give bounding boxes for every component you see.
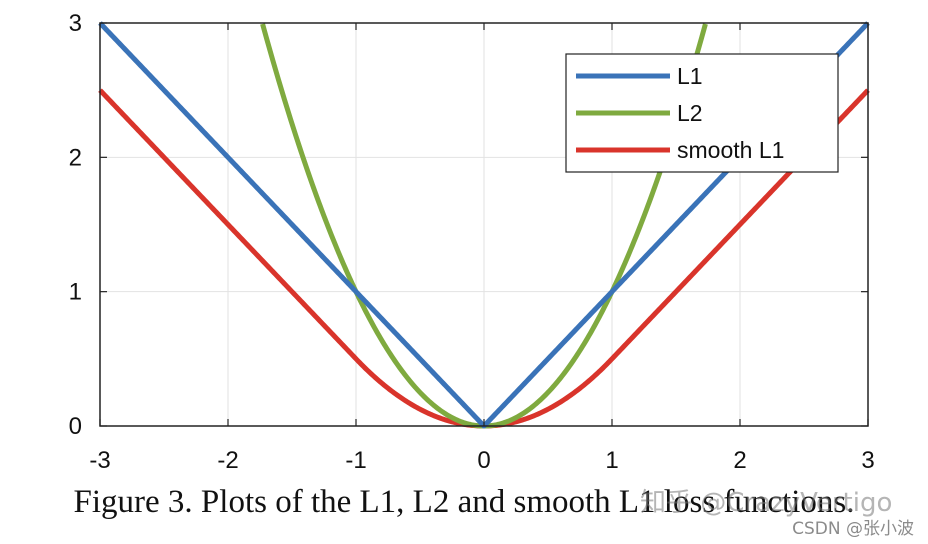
x-tick-label: -2: [217, 447, 238, 474]
x-tick-label: 0: [477, 447, 490, 474]
y-axis-tick-labels: 0 1 2 3: [69, 10, 82, 440]
x-tick-label: 3: [861, 447, 874, 474]
zhihu-watermark: 知乎 @CrazyVertigo: [640, 488, 893, 518]
axis-ticks: [99, 22, 869, 427]
x-tick-label: 2: [733, 447, 746, 474]
y-tick-label: 1: [69, 279, 82, 306]
y-tick-label: 3: [69, 10, 82, 37]
y-tick-label: 0: [69, 413, 82, 440]
x-tick-label: -3: [89, 447, 110, 474]
x-tick-label: -1: [345, 447, 366, 474]
csdn-watermark: CSDN @张小波: [792, 519, 914, 539]
loss-function-chart: -3 -2 -1 0 1 2 3 0 1 2 3 L1 L2 smooth L1: [69, 10, 875, 474]
y-tick-label: 2: [69, 144, 82, 171]
x-tick-label: 1: [605, 447, 618, 474]
x-axis-tick-labels: -3 -2 -1 0 1 2 3: [89, 447, 874, 474]
legend-label: L2: [677, 100, 703, 126]
figure-caption: Figure 3. Plots of the L1, L2 and smooth…: [73, 484, 855, 520]
legend: L1 L2 smooth L1: [565, 53, 839, 173]
legend-label: smooth L1: [677, 137, 784, 163]
legend-label: L1: [677, 63, 703, 89]
